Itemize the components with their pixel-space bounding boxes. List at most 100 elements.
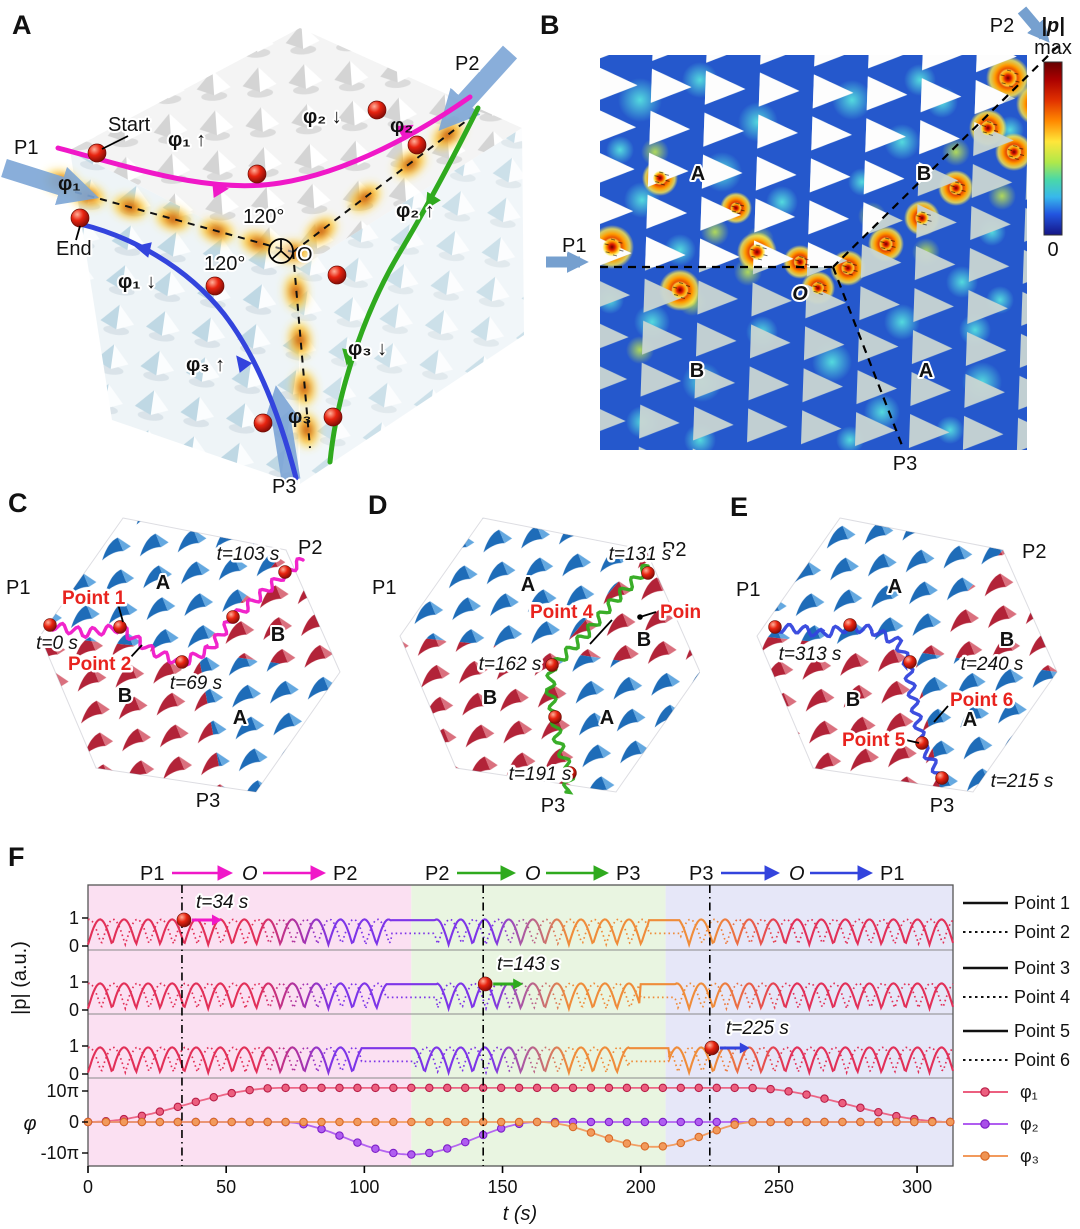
label-t162: t=162 s [479,654,542,675]
pyramid-lattice-e [756,517,1058,793]
annotation-t34: t=34 s [196,892,249,913]
panel-c-labels: C P1 P2 P3 A B B A Point 1 Point 2 t=0 s… [4,488,324,814]
x-tick: 200 [626,1177,656,1197]
label-point1: Point 1 [62,588,126,609]
label-point2: Point 2 [68,654,131,675]
annotation-t143: t=143 s [497,954,560,975]
header2-from: P2 [425,863,449,885]
panel-d: D P1 P2 P3 A B B A Point 4 Point 3 t=131… [368,490,700,819]
header1-from: P1 [140,863,164,885]
axis-labels: F |p| (a.u.) φ t (s) t=34 s t=143 s t=22… [8,842,791,1225]
label-p2-e: P2 [1022,541,1046,563]
label-start: Start [108,114,151,136]
label-p2: P2 [455,53,479,75]
label-p3-c: P3 [196,790,220,812]
header3-from: P3 [689,863,713,885]
domain-wall-dashes [74,111,479,449]
colorbar-min: 0 [1047,239,1058,261]
label-phi2-arrow: φ₂ [390,115,413,137]
x-tick: 150 [488,1177,518,1197]
label-b-left-e: B [846,689,860,711]
legend-point-5: Point 5 [1014,1021,1070,1041]
label-a-bottom-e: A [963,709,977,731]
x-tick: 0 [83,1177,93,1197]
colorbar: |p| max 0 [1034,15,1072,261]
chart-legend: Point 1 Point 2 Point 3 Point 4 Point 5 … [963,893,1070,1166]
label-origin-b: O [792,283,808,305]
panel-e-tag: E [730,492,748,522]
trajectory-arrowheads [134,124,441,373]
label-phi1-down: φ₁ ↓ [118,271,156,293]
label-point6: Point 6 [950,690,1013,711]
label-a-bottom-c: A [233,707,247,729]
label-t131: t=131 s [609,544,672,565]
p-tick: 0 [69,936,79,956]
panel-a-labels: A P1 P2 P3 Start End φ₁ ↑ φ₂ ↓ φ₂ φ₂ ↑ φ… [12,10,481,498]
triangle-lattice [600,55,1027,450]
x-tick: 100 [349,1177,379,1197]
header3-via: O [789,863,805,885]
label-p1-b: P1 [562,235,586,257]
label-p2-c: P2 [298,537,322,559]
label-angle-1: 120° [243,206,284,228]
pyramid-cube [70,28,524,484]
legend-point-6: Point 6 [1014,1050,1070,1070]
p-tick: 0 [69,1000,79,1020]
panel-d-tag: D [368,490,388,520]
x-tick: 50 [216,1177,236,1197]
panel-c: C P1 P2 P3 A B B A Point 1 Point 2 t=0 s… [4,488,341,814]
ylabel-phi: φ [23,1113,36,1135]
label-origin: O [297,244,313,266]
label-region-a-bottom-b: A [919,360,933,382]
label-b-right-d: B [637,629,651,651]
colorbar-max: max [1034,37,1072,59]
label-b-left-c: B [118,685,132,707]
label-p1-e: P1 [736,579,760,601]
annotation-t225: t=225 s [726,1018,789,1039]
legend-point-2: Point 2 [1014,922,1070,942]
label-point5: Point 5 [842,730,906,751]
header1-to: P2 [333,863,357,885]
panel-e-labels: E P1 P2 P3 A B B A Point 6 Point 5 t=313… [730,492,1056,819]
p-tick: 1 [69,1036,79,1056]
legend-point-4: Point 4 [1014,987,1070,1007]
label-phi3-down: φ₃ ↓ [348,338,387,360]
domain-wall-dashes-b [600,45,1059,449]
p-tick: 1 [69,972,79,992]
label-phi1-arrow: φ₁ [58,173,81,195]
panel-b: |p| max 0 B P1 P2 P3 A B B A O [540,6,1072,477]
header3-to: P1 [880,863,904,885]
label-p1-d: P1 [372,577,396,599]
label-p1-c: P1 [6,577,30,599]
panel-d-labels: D P1 P2 P3 A B B A Point 4 Point 3 t=131… [368,490,700,819]
trajectory-spheres [70,100,427,433]
label-t103: t=103 s [217,544,280,565]
pyramid-lattice-c [39,517,341,793]
label-p3-e: P3 [930,795,954,817]
label-t69: t=69 s [170,673,223,694]
p-tick: 1 [69,908,79,928]
pump-arrows-b [546,6,1050,273]
panel-a: A P1 P2 P3 Start End φ₁ ↑ φ₂ ↓ φ₂ φ₂ ↑ φ… [1,10,524,498]
xlabel: t (s) [503,1203,537,1225]
label-region-b-left-b: B [690,360,704,382]
panel-f-tag: F [8,842,25,872]
label-t240: t=240 s [961,654,1024,675]
label-a-top-e: A [888,576,902,598]
label-p3-b: P3 [893,453,917,475]
angle-marker [268,238,294,264]
trajectory-paths [55,94,481,481]
label-t215: t=215 s [991,771,1054,792]
label-b-right-e: B [1000,629,1014,651]
label-phi1-up: φ₁ ↑ [168,129,206,151]
label-p1: P1 [14,137,38,159]
label-point3: Point 3 [660,602,700,623]
label-t0: t=0 s [36,633,78,654]
panel-e: E P1 P2 P3 A B B A Point 6 Point 5 t=313… [730,492,1058,819]
label-b-right-c: B [271,624,285,646]
label-end: End [56,238,92,260]
legend-point-1: Point 1 [1014,893,1070,913]
label-a-top-d: A [521,574,535,596]
